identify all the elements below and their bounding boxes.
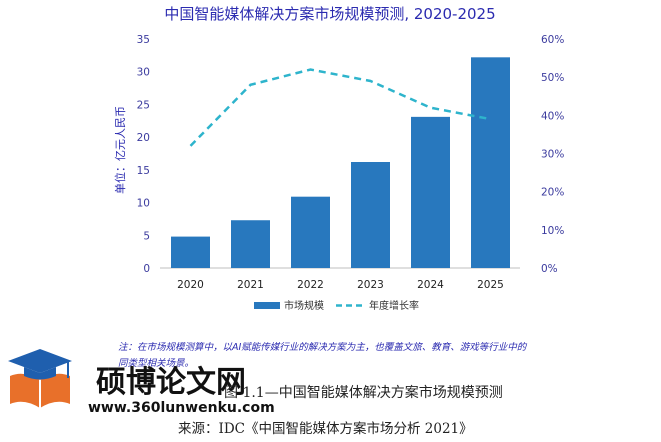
left-tick-label: 0: [143, 263, 150, 275]
legend-bar-swatch: [254, 302, 280, 309]
right-tick-label: 30%: [541, 149, 564, 161]
left-axis-ticks: 0 5 10 15 20 25 30 35: [137, 34, 150, 275]
right-tick-label: 40%: [541, 110, 564, 122]
right-axis-ticks: 0% 10% 20% 30% 40% 50% 60%: [541, 34, 564, 275]
legend-bar-label: 市场规模: [284, 299, 324, 312]
cap-base: [24, 367, 56, 380]
bar: [351, 162, 390, 268]
left-tick-label: 25: [137, 99, 150, 111]
cap-board: [8, 349, 72, 373]
right-tick-label: 50%: [541, 72, 564, 84]
x-tick-label: 2025: [477, 279, 504, 291]
figure-source: 来源：IDC《中国智能媒体方案市场分析 2021》: [178, 420, 473, 437]
bar: [231, 220, 270, 268]
x-tick-label: 2020: [177, 279, 204, 291]
legend: 市场规模 年度增长率: [254, 299, 419, 312]
bar-series: [171, 57, 510, 268]
bar: [171, 236, 210, 268]
legend-line-label: 年度增长率: [369, 299, 419, 312]
watermark-logo: 硕博论文网 www.360lunwenku.com: [8, 349, 275, 416]
right-tick-label: 10%: [541, 225, 564, 237]
x-tick-label: 2023: [357, 279, 384, 291]
y-axis-label: 单位：亿元人民币: [113, 106, 127, 194]
watermark-name: 硕博论文网: [96, 365, 246, 400]
bar: [291, 196, 330, 268]
chart-title: 中国智能媒体解决方案市场规模预测, 2020-2025: [164, 5, 495, 23]
left-tick-label: 20: [137, 132, 150, 144]
note-line-1: 注：在市场规模测算中，以AI赋能传媒行业的解决方案为主，也覆盖文旅、教育、游戏等…: [118, 341, 528, 353]
left-tick-label: 10: [137, 198, 150, 210]
right-tick-label: 20%: [541, 187, 564, 199]
watermark-url: www.360lunwenku.com: [88, 400, 275, 416]
x-tick-label: 2021: [237, 279, 264, 291]
right-tick-label: 0%: [541, 263, 558, 275]
right-tick-label: 60%: [541, 34, 564, 46]
figure-caption: 图 1.1—中国智能媒体解决方案市场规模预测: [224, 384, 503, 401]
graduation-cap-book-icon: [8, 349, 72, 408]
left-tick-label: 15: [137, 165, 150, 177]
note-line-2: 同类型相关场景。: [118, 358, 194, 369]
left-tick-label: 5: [143, 230, 150, 242]
bar: [411, 116, 450, 268]
bar: [471, 57, 510, 268]
x-axis-ticks: 2020 2021 2022 2023 2024 2025: [177, 279, 504, 291]
x-tick-label: 2024: [417, 279, 444, 291]
left-tick-label: 30: [137, 67, 150, 79]
x-tick-label: 2022: [297, 279, 324, 291]
growth-line-series: [189, 68, 491, 147]
left-tick-label: 35: [137, 34, 150, 46]
